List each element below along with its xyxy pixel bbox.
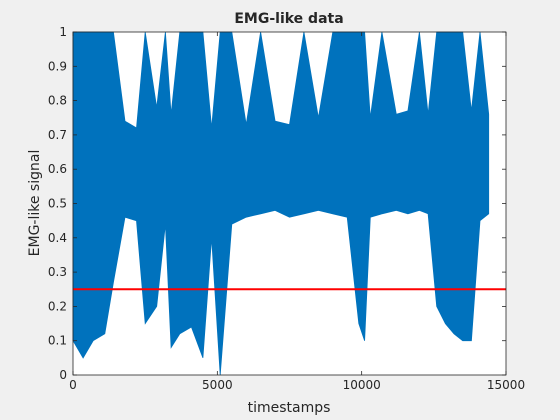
- x-axis-label: timestamps: [248, 400, 331, 416]
- x-tick-label: 15000: [487, 378, 525, 392]
- y-tick-label: 0.8: [48, 94, 67, 108]
- y-tick-label: 0.4: [48, 231, 67, 245]
- x-tick-label: 0: [69, 378, 77, 392]
- x-tick-label: 10000: [343, 378, 381, 392]
- y-tick-label: 0.6: [48, 162, 67, 176]
- y-tick-label: 0: [59, 368, 67, 382]
- x-tick-label: 5000: [202, 378, 233, 392]
- y-tick-label: 0.2: [48, 299, 67, 313]
- axes-layer: 0 5000 10000 15000 0 0.1 0.2 0.3 0.4 0.5 0.6 0.7 0.8…: [48, 25, 525, 392]
- y-tick-label: 0.3: [48, 265, 67, 279]
- y-tick-label: 0.7: [48, 128, 67, 142]
- y-axis-label: EMG-like signal: [27, 150, 43, 257]
- y-tick-label: 0.1: [48, 334, 67, 348]
- y-tick-label: 0.5: [48, 197, 67, 211]
- data-layer: [72, 31, 506, 376]
- y-tick-label: 0.9: [48, 59, 67, 73]
- y-tick-label: 1: [59, 25, 67, 39]
- chart-title: EMG-like data: [234, 11, 343, 27]
